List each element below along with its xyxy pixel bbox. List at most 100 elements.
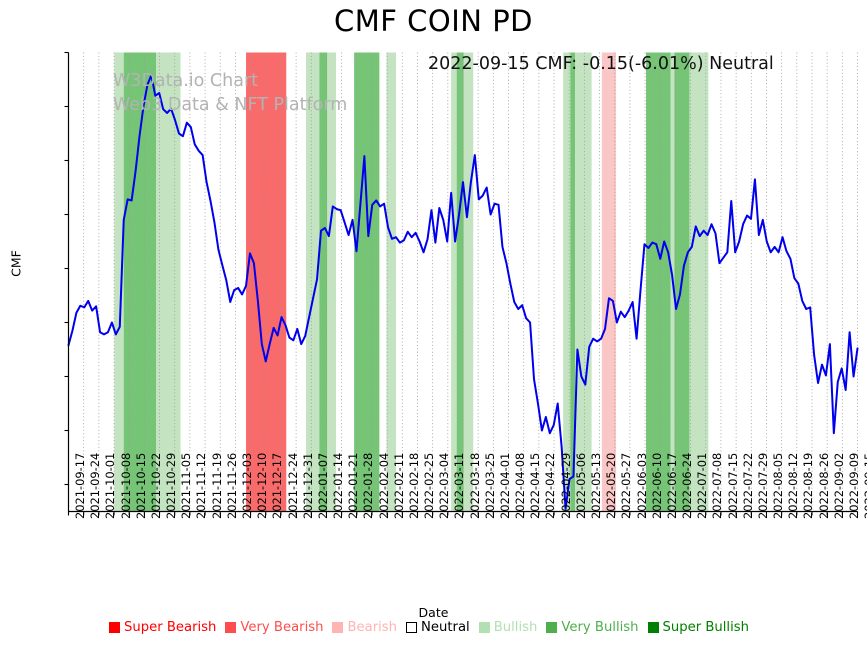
x-tick-label: 2021-10-01 [103,452,118,519]
x-tick-label: 2022-07-15 [725,452,740,519]
x-tick-label: 2021-09-24 [88,452,103,519]
x-tick-label: 2022-09-09 [846,452,861,519]
legend-swatch-icon [225,622,237,633]
x-tick-label: 2022-04-01 [497,452,512,519]
x-tick-label: 2022-09-02 [831,452,846,519]
x-tick-label: 2022-02-04 [376,452,391,519]
legend-item[interactable]: Super Bullish [647,620,749,635]
legend-swatch-icon [109,622,120,633]
current-value-annotation: 2022-09-15 CMF: -0.15(-6.01%) Neutral [428,54,774,74]
x-tick-label: 2022-06-24 [680,452,695,519]
sentiment-band [156,52,181,512]
x-tick-label: 2021-12-10 [255,452,270,519]
x-tick-label: 2021-12-03 [240,452,254,519]
x-tick-label: 2022-06-03 [634,452,649,519]
legend-label: Neutral [421,620,470,635]
sentiment-band [463,52,474,512]
x-tick-label: 2022-05-13 [588,452,603,519]
x-tick-label: 2022-01-28 [361,452,376,519]
legend-swatch-icon [332,622,344,633]
x-tick-label: 2022-02-25 [422,452,437,519]
x-tick-label: 2021-10-15 [133,452,148,519]
cmf-line-series [67,74,859,510]
legend-label: Bullish [493,620,538,635]
x-tick-label: 2022-05-27 [619,452,634,519]
sentiment-band [570,52,576,512]
legend-item[interactable]: Super Bearish [109,620,216,635]
x-tick-label: 2021-10-08 [118,452,133,519]
legend-label: Super Bearish [124,620,217,635]
legend-item[interactable]: Neutral [406,620,470,635]
sentiment-band [646,52,671,512]
watermark-line-1: W3Data.io Chart [113,71,259,91]
x-tick-label: 2022-05-06 [573,452,588,519]
y-axis-label: CMF [8,250,24,277]
legend-item[interactable]: Bearish [332,620,397,635]
x-tick-label: 2021-12-31 [300,452,315,519]
legend-label: Super Bullish [662,620,749,635]
sentiment-band [456,52,464,512]
chart-legend: Super Bearish Very Bearish Bearish Neutral B… [0,620,867,635]
x-tick-label: 2022-03-11 [452,452,467,519]
x-tick-label: 2022-08-05 [771,452,786,519]
x-tick-label: 2021-09-17 [73,452,88,519]
legend-swatch-icon [647,622,659,633]
sentiment-band [327,52,336,512]
x-tick-label: 2022-08-26 [816,452,831,519]
watermark-line-2: Web3 Data & NFT Platform [113,95,348,115]
x-tick-label: 2022-01-21 [346,452,361,519]
tickmarks-layer [64,51,859,516]
chart-title: CMF COIN PD [333,4,534,38]
sentiment-band [451,52,457,512]
x-axis-label: Date [418,605,449,620]
x-tick-label: 2022-01-14 [331,452,346,519]
x-tick-label: 2021-11-12 [194,452,209,519]
sentiment-band [601,52,617,512]
x-tick-label: 2022-07-01 [695,452,710,519]
x-tick-label: 2022-06-17 [664,452,679,519]
legend-label: Very Bullish [561,620,639,635]
sentiment-band [319,52,328,512]
x-tick-label: 2022-07-22 [740,452,755,519]
legend-item[interactable]: Very Bearish [225,620,323,635]
sentiment-band [386,52,396,512]
x-tick-label: 2022-03-25 [482,452,497,519]
x-tick-label: 2022-09-15 [862,452,867,519]
x-tick-label: 2022-04-15 [528,452,543,519]
sentiment-band [689,52,709,512]
sentiment-band [575,52,592,512]
x-tick-label: 2022-02-11 [391,452,406,519]
x-tick-label: 2022-04-29 [558,452,573,519]
x-tick-label: 2021-10-22 [148,452,163,519]
x-tick-label: 2022-08-12 [786,452,801,519]
legend-swatch-icon [546,622,558,633]
x-tick-label: 2021-10-29 [164,452,179,519]
sentiment-band [563,52,571,512]
background-bands-layer [114,52,709,512]
x-tick-label: 2021-11-19 [209,452,224,519]
x-tick-label: 2022-03-18 [467,452,482,519]
x-tick-label: 2022-08-19 [801,452,816,519]
x-tick-label: 2021-11-05 [179,452,194,519]
sentiment-band [354,52,380,512]
x-tick-label: 2022-02-18 [406,452,421,519]
x-tick-label: 2022-05-20 [604,452,619,519]
x-tick-label: 2022-06-10 [649,452,664,519]
x-tick-label: 2022-01-07 [315,452,330,519]
sentiment-band [305,52,320,512]
x-tick-label: 2021-11-26 [224,452,239,519]
x-tick-label: 2022-03-04 [437,452,452,519]
legend-swatch-icon [406,622,418,633]
data-line-layer [67,74,859,510]
sentiment-band [114,52,124,512]
x-tick-label: 2022-04-22 [543,452,558,519]
x-tick-label: 2022-07-29 [755,452,770,519]
legend-item[interactable]: Very Bullish [546,620,639,635]
sentiment-band [246,52,287,512]
x-tick-label: 2021-12-24 [285,452,300,519]
legend-swatch-icon [478,622,490,633]
legend-item[interactable]: Bullish [478,620,538,635]
legend-label: Bearish [347,620,398,635]
